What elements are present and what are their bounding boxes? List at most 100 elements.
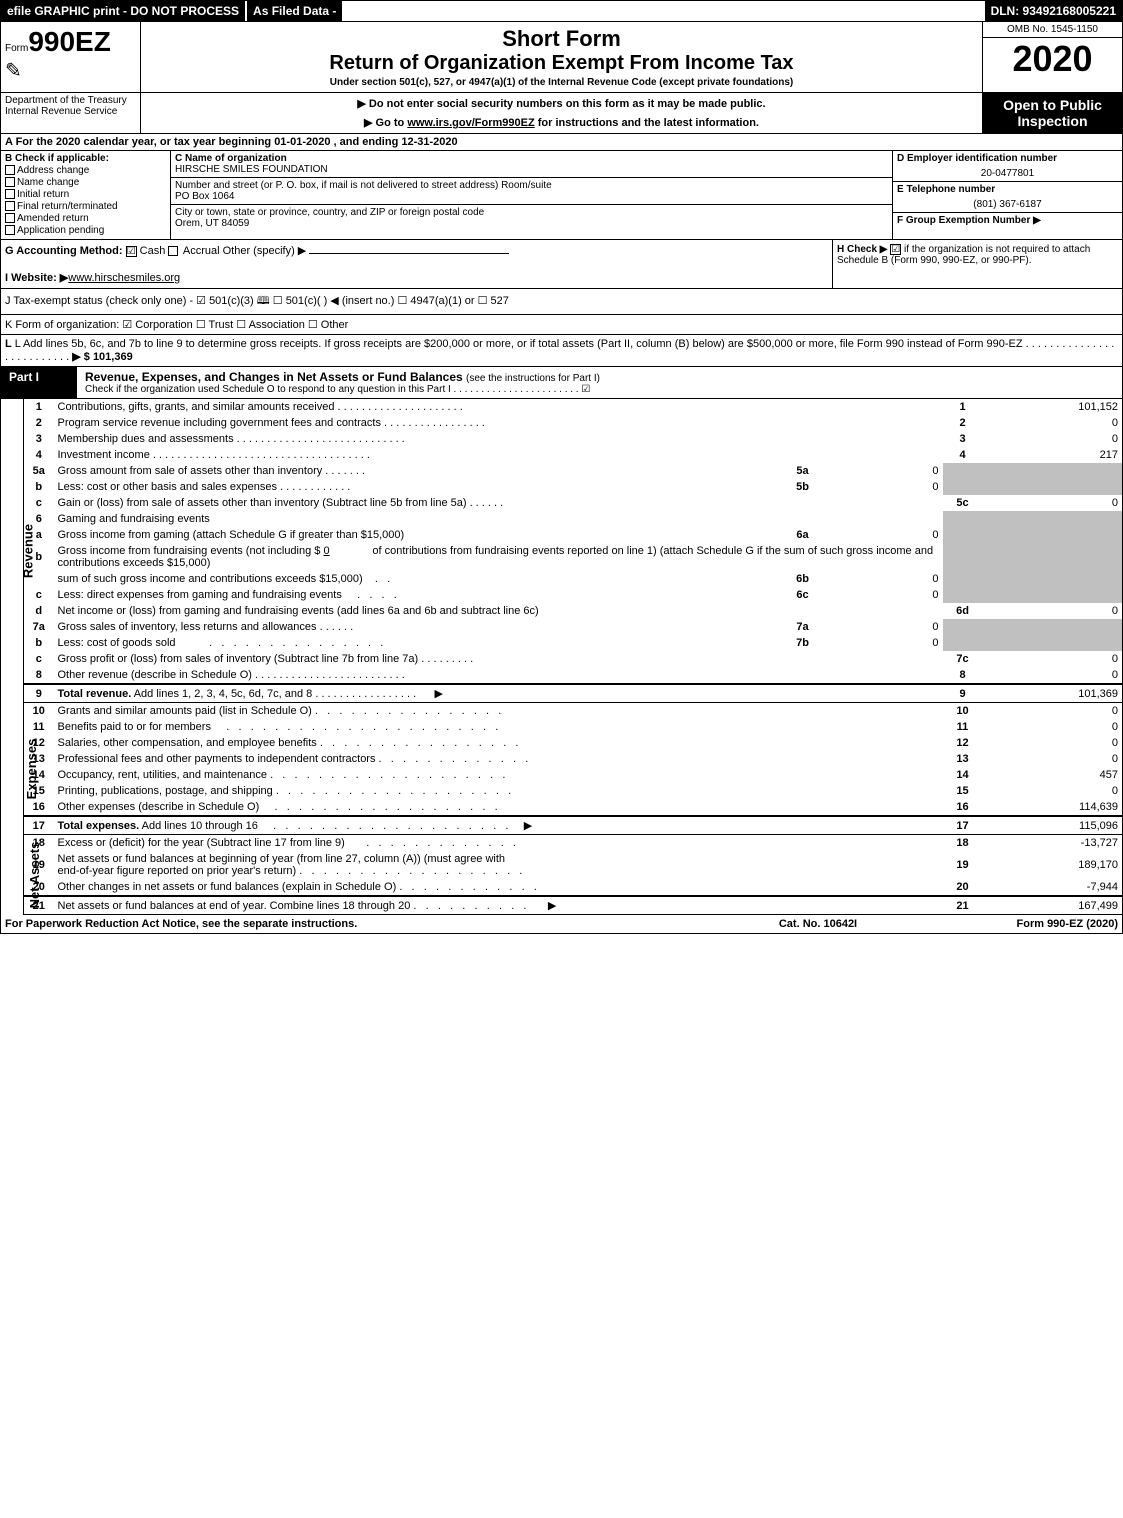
org-addr-cell: Number and street (or P. O. box, if mail…: [171, 178, 892, 205]
dln-label: DLN: 93492168005221: [985, 1, 1122, 21]
cb-amended[interactable]: Amended return: [5, 213, 166, 224]
line-9: 9 Total revenue. Add lines 1, 2, 3, 4, 5…: [24, 684, 1123, 703]
row-a: A For the 2020 calendar year, or tax yea…: [0, 134, 1123, 151]
line-20: 20 Other changes in net assets or fund b…: [24, 879, 1123, 896]
row-i: I Website: ▶www.hirschesmiles.org: [5, 271, 828, 284]
efile-icon: ✎: [5, 58, 136, 83]
c-label: C Name of organization: [175, 153, 888, 164]
expenses-table: 10 Grants and similar amounts paid (list…: [23, 703, 1123, 835]
line-14: 14 Occupancy, rent, utilities, and maint…: [24, 767, 1123, 783]
line-10: 10 Grants and similar amounts paid (list…: [24, 703, 1123, 719]
l-amount: ▶ $ 101,369: [72, 351, 132, 363]
line-7b: b Less: cost of goods sold . . . . . . .…: [24, 635, 1123, 651]
short-form-title: Short Form: [149, 26, 974, 52]
phone: (801) 367-6187: [897, 199, 1118, 210]
part1-label: Part I: [1, 367, 76, 398]
dept-cell: Department of the Treasury Internal Reve…: [1, 93, 141, 133]
line-3: 3 Membership dues and assessments . . . …: [24, 431, 1123, 447]
footer-formid: Form 990-EZ (2020): [918, 918, 1118, 930]
tax-year: 2020: [983, 38, 1122, 80]
cb-cash[interactable]: ☑: [126, 246, 137, 257]
part1-title: Revenue, Expenses, and Changes in Net As…: [76, 367, 1122, 398]
form-id-cell: Form990EZ ✎: [1, 22, 141, 92]
cb-accrual[interactable]: [168, 246, 178, 256]
line-19: 19 Net assets or fund balances at beginn…: [24, 851, 1123, 879]
d-label: D Employer identification number: [897, 153, 1118, 164]
g-label: G Accounting Method:: [5, 245, 123, 257]
row-l: L L Add lines 5b, 6c, and 7b to line 9 t…: [0, 335, 1123, 367]
group-exempt-cell: F Group Exemption Number ▶: [893, 213, 1122, 228]
e-label: E Telephone number: [897, 184, 1118, 195]
irs-label: Internal Revenue Service: [5, 106, 136, 117]
line-7a: 7a Gross sales of inventory, less return…: [24, 619, 1123, 635]
header-arrows: ▶ Do not enter social security numbers o…: [141, 93, 982, 133]
cb-h[interactable]: ☑: [890, 244, 901, 255]
line-6a: a Gross income from gaming (attach Sched…: [24, 527, 1123, 543]
line-5a: 5a Gross amount from sale of assets othe…: [24, 463, 1123, 479]
line-5b: b Less: cost or other basis and sales ex…: [24, 479, 1123, 495]
line-18: 18 Excess or (deficit) for the year (Sub…: [24, 835, 1123, 851]
city-label: City or town, state or province, country…: [175, 207, 888, 218]
line-11: 11 Benefits paid to or for members . . .…: [24, 719, 1123, 735]
cb-final-return[interactable]: Final return/terminated: [5, 201, 166, 212]
org-name-cell: C Name of organization HIRSCHE SMILES FO…: [171, 151, 892, 178]
top-bar-gap: [342, 1, 984, 21]
row-h: H Check ▶ ☑ if the organization is not r…: [832, 240, 1122, 288]
ein: 20-0477801: [897, 168, 1118, 179]
line-15: 15 Printing, publications, postage, and …: [24, 783, 1123, 799]
l-text: L Add lines 5b, 6c, and 7b to line 9 to …: [15, 338, 1023, 350]
header-subtitle: Under section 501(c), 527, or 4947(a)(1)…: [149, 77, 974, 88]
phone-cell: E Telephone number (801) 367-6187: [893, 182, 1122, 213]
cb-pending[interactable]: Application pending: [5, 225, 166, 236]
org-name: HIRSCHE SMILES FOUNDATION: [175, 164, 888, 175]
line-6b: b Gross income from fundraising events (…: [24, 543, 1123, 571]
top-bar: efile GRAPHIC print - DO NOT PROCESS As …: [0, 0, 1123, 22]
line-5c: c Gain or (loss) from sale of assets oth…: [24, 495, 1123, 511]
line-13: 13 Professional fees and other payments …: [24, 751, 1123, 767]
line-4: 4 Investment income . . . . . . . . . . …: [24, 447, 1123, 463]
header-center: Short Form Return of Organization Exempt…: [141, 22, 982, 92]
footer: For Paperwork Reduction Act Notice, see …: [0, 915, 1123, 934]
h-label: H Check ▶: [837, 244, 887, 255]
line-21: 21 Net assets or fund balances at end of…: [24, 896, 1123, 915]
netassets-table: 18 Excess or (deficit) for the year (Sub…: [23, 835, 1123, 915]
website-link[interactable]: www.hirschesmiles.org: [68, 272, 180, 284]
org-city: Orem, UT 84059: [175, 218, 888, 229]
efile-label: efile GRAPHIC print - DO NOT PROCESS: [1, 1, 245, 21]
part1-header: Part I Revenue, Expenses, and Changes in…: [0, 367, 1123, 399]
revenue-table: 1 Contributions, gifts, grants, and simi…: [23, 399, 1123, 703]
line-6b-box: sum of such gross income and contributio…: [24, 571, 1123, 587]
revenue-section: Revenue 1 Contributions, gifts, grants, …: [0, 399, 1123, 703]
expenses-tab: Expenses: [24, 739, 39, 800]
info-block: B Check if applicable: Address change Na…: [0, 151, 1123, 240]
cb-initial-return[interactable]: Initial return: [5, 189, 166, 200]
irs-url-link[interactable]: www.irs.gov/Form990EZ: [407, 117, 534, 129]
row-gh: G Accounting Method: ☑ Cash Accrual Othe…: [0, 240, 1123, 289]
i-label: I Website: ▶: [5, 272, 68, 284]
row-g: G Accounting Method: ☑ Cash Accrual Othe…: [1, 240, 832, 288]
cb-address-change[interactable]: Address change: [5, 165, 166, 176]
other-specify-input[interactable]: [309, 253, 509, 254]
open-public: Open to Public Inspection: [982, 93, 1122, 133]
expenses-section: Expenses 10 Grants and similar amounts p…: [0, 703, 1123, 835]
omb-number: OMB No. 1545-1150: [983, 22, 1122, 38]
cb-name-change[interactable]: Name change: [5, 177, 166, 188]
line-16: 16 Other expenses (describe in Schedule …: [24, 799, 1123, 816]
row-k: K Form of organization: ☑ Corporation ☐ …: [0, 315, 1123, 335]
footer-catno: Cat. No. 10642I: [718, 918, 918, 930]
addr-label: Number and street (or P. O. box, if mail…: [175, 180, 888, 191]
as-filed-label: As Filed Data -: [245, 1, 342, 21]
form-page: efile GRAPHIC print - DO NOT PROCESS As …: [0, 0, 1123, 934]
arrow-url: ▶ Go to www.irs.gov/Form990EZ for instru…: [145, 116, 978, 129]
b-label: B Check if applicable:: [5, 153, 166, 164]
netassets-section: Net Assets 18 Excess or (deficit) for th…: [0, 835, 1123, 915]
netassets-tab: Net Assets: [27, 842, 42, 909]
line-6: 6 Gaming and fundraising events: [24, 511, 1123, 527]
section-b-checkboxes: B Check if applicable: Address change Na…: [1, 151, 171, 239]
line-6d: d Net income or (loss) from gaming and f…: [24, 603, 1123, 619]
line-1: 1 Contributions, gifts, grants, and simi…: [24, 399, 1123, 415]
header-row: Form990EZ ✎ Short Form Return of Organiz…: [0, 22, 1123, 93]
arrow-ssn: ▶ Do not enter social security numbers o…: [145, 97, 978, 110]
return-title: Return of Organization Exempt From Incom…: [149, 52, 974, 75]
org-city-cell: City or town, state or province, country…: [171, 205, 892, 231]
